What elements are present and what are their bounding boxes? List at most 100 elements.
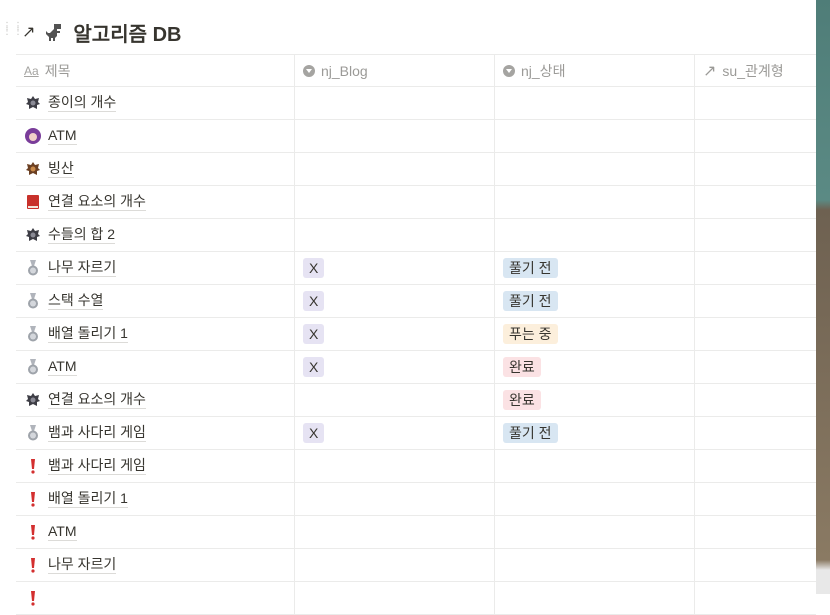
title-cell[interactable] [16,582,295,614]
nj-status-cell[interactable]: 푸는 중 [495,318,695,350]
su-relation-cell[interactable] [695,582,816,614]
select-tag[interactable]: 푸는 중 [503,324,558,344]
row-title[interactable]: 뱀과 사다리 게임 [48,424,146,442]
select-tag[interactable]: 풀기 전 [503,423,558,443]
su-relation-cell[interactable] [695,252,816,284]
title-cell[interactable]: 종이의 개수 [16,87,295,119]
nj-status-cell[interactable] [495,219,695,251]
nj-status-cell[interactable] [495,87,695,119]
su-relation-cell[interactable] [695,186,816,218]
row-title[interactable]: 연결 요소의 개수 [48,391,146,409]
nj-status-cell[interactable] [495,450,695,482]
su-relation-cell[interactable] [695,549,816,581]
table-row[interactable]: 연결 요소의 개수 완료 [16,384,816,417]
nj-blog-cell[interactable] [295,450,495,482]
nj-blog-cell[interactable] [295,219,495,251]
nj-blog-cell[interactable]: X [295,417,495,449]
table-row[interactable]: 뱀과 사다리 게임 X 풀기 전 [16,417,816,450]
su-relation-cell[interactable] [695,153,816,185]
row-title[interactable]: ATM [48,358,77,376]
select-tag[interactable]: X [303,291,325,311]
arrow-up-right-icon[interactable]: ↗ [22,24,36,41]
nj-status-cell[interactable]: 완료 [495,384,695,416]
nj-blog-cell[interactable] [295,516,495,548]
title-cell[interactable]: 배열 돌리기 1 [16,483,295,515]
row-title[interactable]: 나무 자르기 [48,259,117,277]
su-relation-cell[interactable] [695,219,816,251]
nj-blog-cell[interactable] [295,186,495,218]
drag-handle-icon[interactable]: ⋮⋮ ⋮⋮ [2,21,24,37]
table-row[interactable]: 빙산 [16,153,816,186]
title-cell[interactable]: ATM [16,351,295,383]
select-tag[interactable]: 풀기 전 [503,291,558,311]
row-title[interactable]: 배열 돌리기 1 [48,490,128,508]
nj-status-cell[interactable]: 풀기 전 [495,285,695,317]
table-row[interactable]: 수들의 합 2 [16,219,816,252]
su-relation-cell[interactable] [695,450,816,482]
nj-blog-cell[interactable]: X [295,318,495,350]
nj-blog-cell[interactable] [295,87,495,119]
table-row[interactable]: 스택 수열 X 풀기 전 [16,285,816,318]
row-title[interactable]: 배열 돌리기 1 [48,325,128,343]
nj-status-cell[interactable]: 완료 [495,351,695,383]
row-title[interactable]: 빙산 [48,160,74,178]
nj-status-cell[interactable] [495,516,695,548]
nj-blog-cell[interactable]: X [295,285,495,317]
select-tag[interactable]: 완료 [503,357,541,377]
nj-status-cell[interactable] [495,483,695,515]
column-header-nj-status[interactable]: nj_상태 [495,55,695,86]
select-tag[interactable]: X [303,258,325,278]
nj-blog-cell[interactable] [295,153,495,185]
row-title[interactable]: 나무 자르기 [48,556,117,574]
select-tag[interactable]: X [303,324,325,344]
title-cell[interactable]: 스택 수열 [16,285,295,317]
title-cell[interactable]: 뱀과 사다리 게임 [16,417,295,449]
table-row[interactable]: 배열 돌리기 1 X 푸는 중 [16,318,816,351]
nj-blog-cell[interactable]: X [295,351,495,383]
su-relation-cell[interactable] [695,516,816,548]
nj-status-cell[interactable] [495,549,695,581]
row-title[interactable]: 연결 요소의 개수 [48,193,146,211]
table-row[interactable]: 뱀과 사다리 게임 [16,450,816,483]
row-title[interactable]: 스택 수열 [48,292,104,310]
row-title[interactable]: 뱀과 사다리 게임 [48,457,146,475]
table-row[interactable] [16,582,816,615]
su-relation-cell[interactable] [695,384,816,416]
title-cell[interactable]: 연결 요소의 개수 [16,384,295,416]
nj-blog-cell[interactable] [295,384,495,416]
nj-status-cell[interactable] [495,120,695,152]
table-row[interactable]: 종이의 개수 [16,87,816,120]
row-title[interactable]: ATM [48,523,77,541]
title-cell[interactable]: 수들의 합 2 [16,219,295,251]
nj-blog-cell[interactable] [295,483,495,515]
su-relation-cell[interactable] [695,120,816,152]
nj-blog-cell[interactable] [295,549,495,581]
su-relation-cell[interactable] [695,318,816,350]
title-cell[interactable]: 나무 자르기 [16,252,295,284]
table-row[interactable]: ATM X 완료 [16,351,816,384]
table-row[interactable]: 배열 돌리기 1 [16,483,816,516]
su-relation-cell[interactable] [695,417,816,449]
select-tag[interactable]: 풀기 전 [503,258,558,278]
nj-status-cell[interactable] [495,153,695,185]
nj-status-cell[interactable]: 풀기 전 [495,252,695,284]
table-row[interactable]: ATM [16,120,816,153]
select-tag[interactable]: X [303,357,325,377]
nj-blog-cell[interactable]: X [295,252,495,284]
nj-status-cell[interactable] [495,186,695,218]
su-relation-cell[interactable] [695,87,816,119]
row-title[interactable]: ATM [48,127,77,145]
title-cell[interactable]: ATM [16,120,295,152]
nj-status-cell[interactable] [495,582,695,614]
title-cell[interactable]: 뱀과 사다리 게임 [16,450,295,482]
column-header-nj-blog[interactable]: nj_Blog [295,55,495,86]
su-relation-cell[interactable] [695,351,816,383]
nj-status-cell[interactable]: 풀기 전 [495,417,695,449]
column-header-su-relation[interactable]: ↗ su_관계형 [695,55,816,86]
row-title[interactable]: 수들의 합 2 [48,226,116,244]
title-cell[interactable]: 연결 요소의 개수 [16,186,295,218]
row-title[interactable]: 종이의 개수 [48,94,117,112]
su-relation-cell[interactable] [695,483,816,515]
table-row[interactable]: 나무 자르기 [16,549,816,582]
su-relation-cell[interactable] [695,285,816,317]
